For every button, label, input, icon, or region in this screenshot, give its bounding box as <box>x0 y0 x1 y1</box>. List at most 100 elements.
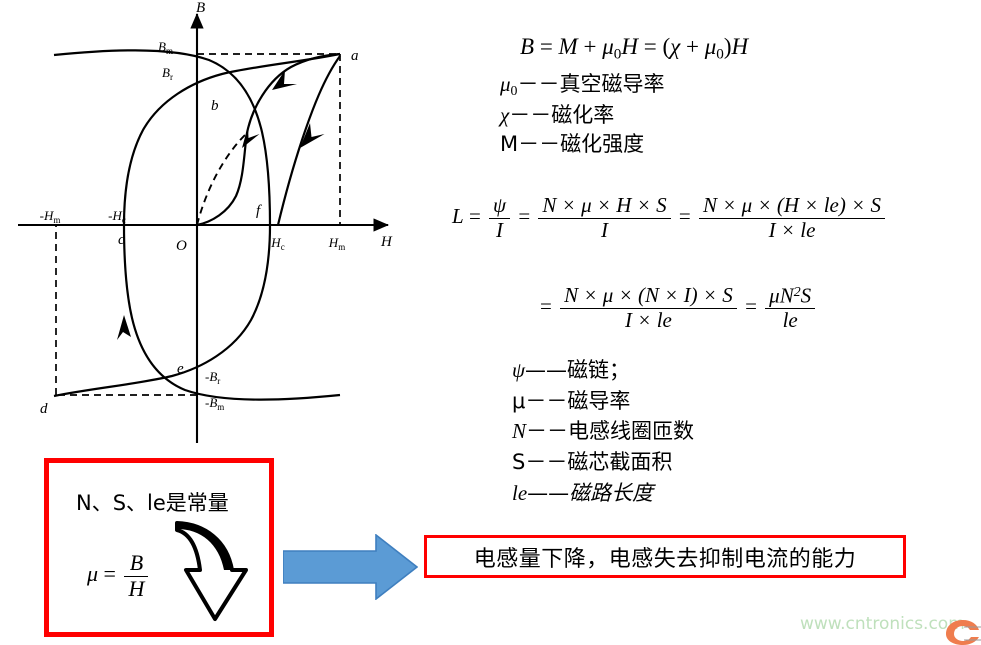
conclusion-text: 电感量下降，电感失去抑制电流的能力 <box>473 546 857 572</box>
fraction-nmuhs-over-i: N × μ × H × S I <box>538 193 671 243</box>
fraction-numerator: N × μ × (N × I) × S <box>564 283 733 308</box>
num-mu: μ <box>769 283 780 308</box>
fraction-denominator: I <box>489 217 511 243</box>
def-dash: —— <box>527 480 570 505</box>
eq-b-equals-1: = <box>539 34 553 59</box>
tick-hc: Hc <box>270 235 284 252</box>
fraction-numerator: N × μ × H × S <box>542 193 667 217</box>
eq-b-mu-2: μ <box>704 34 717 59</box>
loop-lower-branch <box>53 49 272 398</box>
point-label-d: d <box>40 401 48 417</box>
fraction-denominator: le <box>765 307 816 333</box>
tick-hm-neg: -Hm <box>40 208 61 225</box>
def-text: 磁化强度 <box>560 132 645 157</box>
def-text: 磁路长度 <box>569 480 654 505</box>
definition-item-s: S－－磁芯截面积 <box>512 447 694 478</box>
def-dash: －－ <box>517 72 560 96</box>
eq-b-mu-sub: 0 <box>613 45 622 63</box>
eq-l2-equals-2: = <box>745 294 757 319</box>
cntronics-logo-icon <box>946 620 981 645</box>
virgin-curve-arrowhead <box>272 70 297 90</box>
fraction-denominator: H <box>124 575 149 602</box>
def-text: 磁导率 <box>567 388 631 413</box>
formula-column: B = M + μ0H = (χ + μ0)H μ0－－真空磁导率 χ－－磁化率… <box>452 14 981 524</box>
conclusion-callout-box: 电感量下降，电感失去抑制电流的能力 <box>424 535 906 578</box>
initial-magnetization-dashed <box>196 132 248 226</box>
eq-b-paren-open: ( <box>662 34 671 59</box>
eq-l2-equals-1: = <box>540 294 552 319</box>
equation-inductance-line1: L = ψ I = N × μ × H × S I = N × μ × (H ×… <box>452 193 888 243</box>
def-symbol: S <box>512 449 526 474</box>
def-symbol-sub: 0 <box>510 82 518 98</box>
definition-list-top: μ0－－真空磁导率 χ－－磁化率 M－－磁化强度 <box>500 70 664 160</box>
mu-definition-formula: μ = B H <box>87 550 151 602</box>
watermark-text: www.cntronics.com <box>800 614 965 634</box>
eq-b-equals-2: = <box>643 34 657 59</box>
fraction-b-over-h: B H <box>124 550 149 602</box>
def-dash: －－ <box>509 102 552 127</box>
fraction-numerator: μN2S <box>765 284 815 308</box>
eq-l-equals-3: = <box>678 203 691 228</box>
eq-b-h: H <box>621 34 638 59</box>
point-label-a: a <box>351 48 359 64</box>
constants-callout-box: N、S、le是常量 μ = B H <box>44 458 274 637</box>
eq-b-chi: χ <box>670 34 681 59</box>
eq-b-lhs: B <box>520 34 535 59</box>
def-dash: －－ <box>525 449 568 474</box>
mu-symbol: μ <box>87 561 99 587</box>
point-label-e: e <box>177 361 184 377</box>
curved-down-arrow-icon <box>175 521 248 621</box>
point-label-b: b <box>211 98 219 114</box>
def-symbol: μ <box>500 72 511 96</box>
fraction-nmuhle-over-ile: N × μ × (H × le) × S I × le <box>699 193 886 243</box>
origin-label: O <box>176 238 187 254</box>
definition-item-mu: μ－－磁导率 <box>512 386 694 417</box>
tick-bm: Bm <box>158 39 173 56</box>
num-n: N <box>779 283 794 308</box>
eq-b-plus-1: + <box>583 34 597 59</box>
tick-br-neg: -Br <box>205 369 220 386</box>
eq-b-m: M <box>558 34 578 59</box>
fraction-denominator: I × le <box>560 307 737 333</box>
fraction-psi-over-i: ψ I <box>489 193 511 243</box>
h-axis-label: H <box>380 234 393 250</box>
def-dash: －－ <box>525 388 568 413</box>
fraction-numerator: N × μ × (H × le) × S <box>703 193 882 217</box>
definition-item-n: N－－电感线圈匝数 <box>512 416 694 447</box>
equation-inductance-line2: = N × μ × (N × I) × S I × le = μN2S le <box>540 284 818 332</box>
def-text: 磁芯截面积 <box>567 449 673 474</box>
def-symbol: le <box>512 480 528 505</box>
mu-equals: = <box>103 561 116 587</box>
num-s: S <box>800 283 812 308</box>
fraction-mun2s-over-le: μN2S le <box>765 284 816 333</box>
loop-upper-branch <box>122 52 341 401</box>
virgin-curve-arrowhead-2 <box>242 126 260 148</box>
eq-l-equals-1: = <box>468 203 481 228</box>
eq-l-equals-2: = <box>518 203 531 228</box>
definition-item-m: M－－磁化强度 <box>500 130 664 160</box>
ascending-branch-arrowhead <box>300 123 325 148</box>
equation-b: B = M + μ0H = (χ + μ0)H <box>520 34 748 63</box>
def-symbol: ψ <box>512 358 526 382</box>
fraction-nmunis-over-ile: N × μ × (N × I) × S I × le <box>560 284 737 332</box>
eq-b-mu-2-sub: 0 <box>716 45 724 63</box>
fraction-denominator: I <box>538 217 671 243</box>
def-dash: －－ <box>518 132 561 157</box>
fraction-denominator: I × le <box>699 217 886 243</box>
definition-item-mu0: μ0－－真空磁导率 <box>500 70 664 101</box>
guide-lines <box>55 53 341 396</box>
loop-ascending-branch <box>276 55 341 226</box>
def-text: 真空磁导率 <box>559 72 665 96</box>
definition-item-le: le——磁路长度 <box>512 478 694 509</box>
eq-b-h-2: H <box>731 34 749 59</box>
tick-hm: Hm <box>328 235 345 252</box>
def-symbol: χ <box>500 102 510 127</box>
constants-text: N、S、le是常量 <box>76 491 229 515</box>
def-symbol: N <box>512 419 527 444</box>
tick-hc-neg: -Hc <box>108 208 126 225</box>
blue-right-arrow <box>283 534 418 600</box>
def-symbol: μ <box>512 388 526 413</box>
point-label-f: f <box>256 203 262 219</box>
num-exponent: 2 <box>793 284 801 299</box>
